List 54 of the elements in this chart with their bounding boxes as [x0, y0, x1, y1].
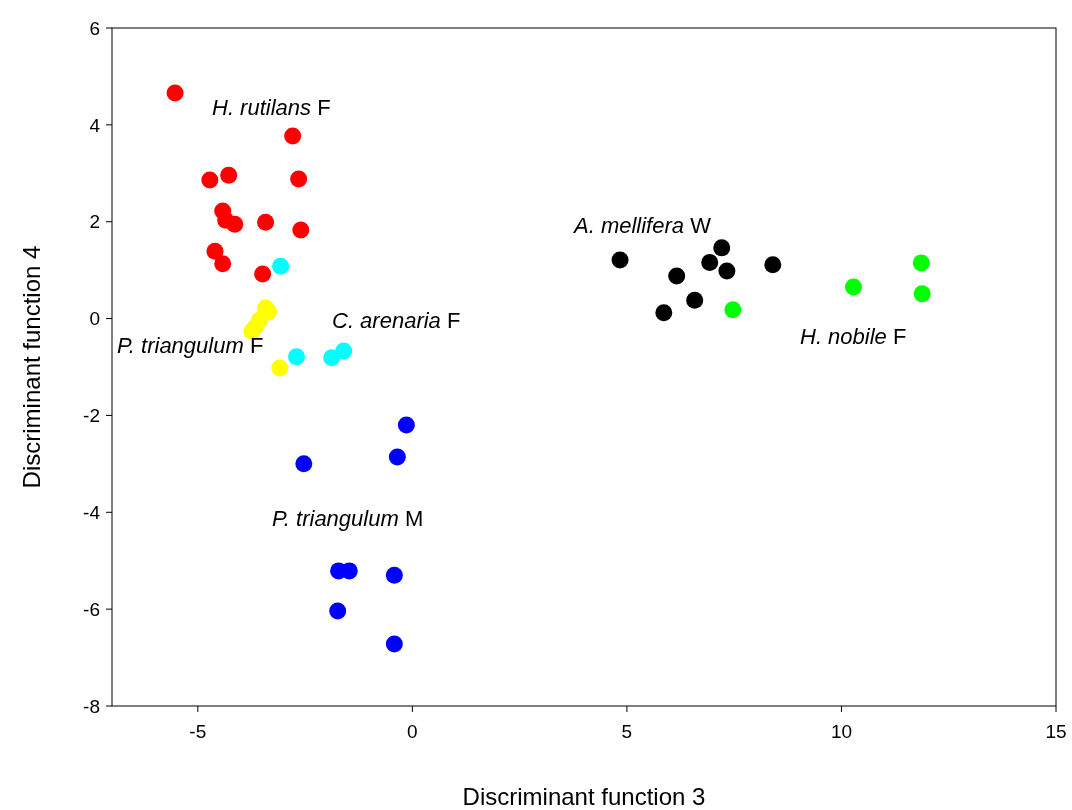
- y-tick-label: -4: [83, 501, 101, 523]
- point: [257, 213, 275, 231]
- point: [668, 267, 686, 285]
- point: [397, 416, 415, 434]
- point: [718, 262, 736, 280]
- point: [284, 127, 302, 145]
- point: [254, 265, 272, 283]
- x-tick-label: 5: [621, 721, 633, 742]
- annotation: H. rutilans F: [212, 95, 331, 120]
- point: [226, 215, 244, 233]
- x-tick-label: 15: [1045, 721, 1067, 742]
- point: [214, 255, 232, 273]
- point: [335, 342, 353, 360]
- x-tick-label: 10: [830, 721, 853, 742]
- y-tick-label: 4: [89, 114, 101, 136]
- point: [295, 455, 313, 473]
- point: [292, 221, 310, 239]
- point: [701, 253, 719, 271]
- point: [724, 301, 742, 319]
- point: [844, 278, 862, 296]
- point: [912, 254, 930, 272]
- point: [206, 242, 224, 260]
- annotation: C. arenaria F: [332, 308, 461, 333]
- point: [655, 304, 673, 322]
- point: [166, 84, 184, 102]
- point: [288, 348, 306, 366]
- annotation: P. triangulum M: [272, 506, 424, 531]
- annotation: A. mellifera W: [572, 213, 712, 238]
- point: [611, 251, 629, 269]
- point: [329, 602, 347, 620]
- point: [385, 635, 403, 653]
- y-axis-title: Discriminant function 4: [18, 245, 45, 489]
- y-tick-label: -6: [83, 598, 100, 620]
- point: [271, 359, 289, 377]
- annotation: P. triangulum F: [117, 333, 264, 358]
- point: [220, 166, 238, 184]
- annotation: H. nobile F: [800, 324, 907, 349]
- y-tick-label: -2: [83, 405, 100, 427]
- point: [764, 256, 782, 274]
- point: [713, 239, 731, 257]
- y-tick-label: -8: [83, 695, 100, 717]
- x-tick-label: 0: [407, 721, 418, 742]
- point: [388, 448, 406, 466]
- y-tick-label: 0: [89, 308, 100, 330]
- point: [272, 257, 290, 275]
- point: [201, 171, 219, 189]
- y-tick-label: 6: [89, 17, 100, 39]
- y-tick-label: 2: [89, 211, 100, 233]
- point: [385, 566, 403, 584]
- point: [913, 285, 931, 303]
- x-axis-title: Discriminant function 3: [462, 783, 706, 810]
- point: [686, 291, 704, 309]
- x-tick-label: -5: [189, 721, 207, 742]
- point: [290, 170, 308, 188]
